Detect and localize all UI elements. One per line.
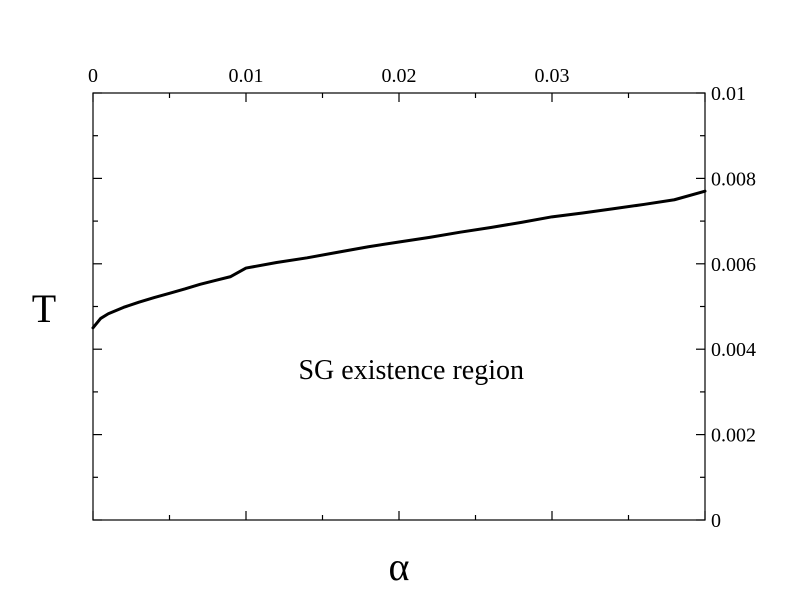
series-line <box>91 189 707 330</box>
annotation-label: SG existence region <box>298 355 524 386</box>
y-axis-title: T <box>32 286 56 331</box>
x-tick-label: 0.02 <box>382 65 417 87</box>
annotations-group: SG existence region <box>298 355 524 386</box>
plot-frame <box>92 92 706 521</box>
x-axis-tick-labels: 0 0.01 0.02 0.03 <box>88 65 570 87</box>
x-tick-label: 0.03 <box>535 65 570 87</box>
y-tick-label: 0.006 <box>711 254 756 276</box>
y-tick-label: 0.01 <box>711 83 746 105</box>
y-axis-ticks <box>93 92 705 521</box>
y-axis-tick-labels: 0 0.002 0.004 0.006 0.008 0.01 <box>711 83 756 532</box>
y-tick-label: 0.004 <box>711 339 756 361</box>
x-axis-ticks <box>92 93 706 520</box>
x-tick-label: 0 <box>88 65 98 87</box>
series-group <box>91 189 707 330</box>
x-axis-title: α <box>389 544 410 589</box>
y-tick-label: 0.008 <box>711 168 756 190</box>
y-tick-label: 0 <box>711 510 721 532</box>
y-tick-label: 0.002 <box>711 425 756 447</box>
x-tick-label: 0.01 <box>229 65 264 87</box>
